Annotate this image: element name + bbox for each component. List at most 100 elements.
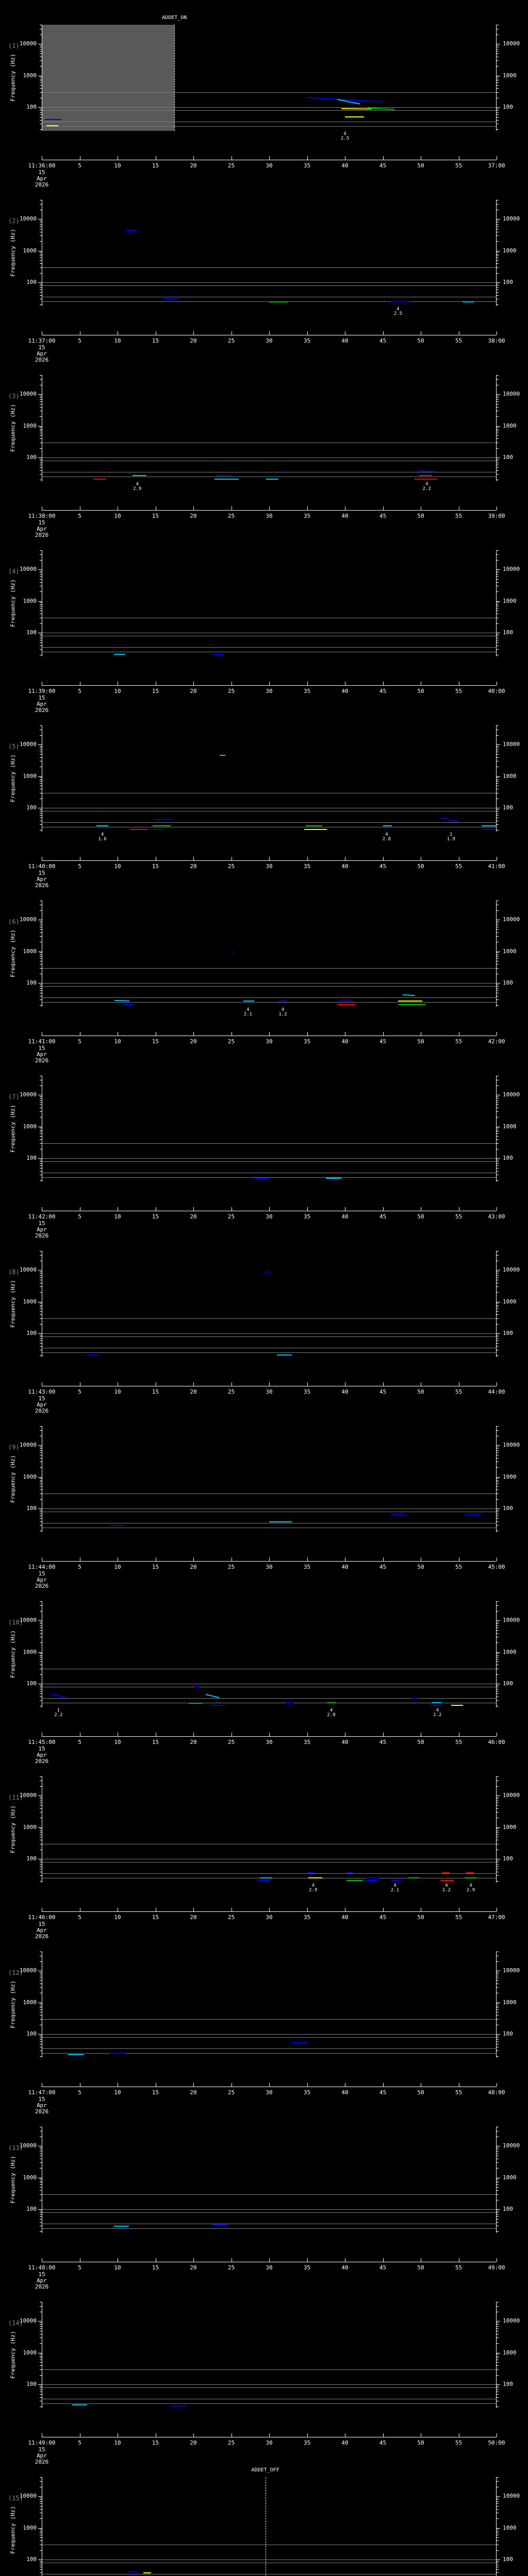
y-tick bbox=[497, 224, 499, 225]
y-tick bbox=[40, 1881, 42, 1882]
detection-trace bbox=[214, 478, 239, 480]
y-tick bbox=[497, 634, 499, 635]
y-tick-label: 100 bbox=[26, 1680, 37, 1687]
detection-trace bbox=[292, 2042, 307, 2044]
x-tick-label: 10 bbox=[114, 2439, 121, 2446]
x-axis bbox=[42, 1911, 497, 1912]
y-tick bbox=[40, 999, 42, 1001]
y-tick bbox=[497, 50, 499, 52]
gridline bbox=[42, 1698, 497, 1699]
y-tick bbox=[40, 1834, 42, 1835]
x-tick-label: 11:39:00 bbox=[28, 688, 56, 694]
y-tick bbox=[40, 2518, 42, 2519]
y-tick bbox=[497, 2561, 499, 2562]
x-tick-label: 5 bbox=[78, 688, 81, 694]
y-tick bbox=[40, 2509, 42, 2510]
y-tick bbox=[40, 1875, 42, 1876]
detection-trace bbox=[189, 1703, 203, 1704]
x-tick-label: 50 bbox=[417, 1914, 424, 1921]
x-axis bbox=[42, 685, 497, 686]
gridline bbox=[42, 968, 497, 969]
y-tick bbox=[40, 2477, 42, 2478]
y-tick bbox=[40, 1452, 42, 1453]
detection-trace bbox=[339, 1001, 353, 1002]
y-tick-label: 1000 bbox=[503, 422, 517, 429]
y-tick-label: 100 bbox=[503, 804, 513, 811]
x-tick-label: 44:00 bbox=[488, 1388, 505, 1395]
y-tick bbox=[40, 2222, 42, 2223]
x-tick-label: 20 bbox=[190, 1213, 197, 1220]
y-tick bbox=[40, 1165, 42, 1166]
x-tick-label: 40 bbox=[341, 162, 349, 169]
y-tick bbox=[40, 1499, 42, 1500]
y-tick bbox=[497, 2355, 499, 2357]
x-tick-major bbox=[307, 857, 308, 860]
gridline bbox=[42, 267, 497, 268]
y-tick bbox=[40, 222, 42, 223]
y-tick bbox=[497, 129, 499, 130]
y-tick bbox=[40, 2369, 42, 2370]
y-tick bbox=[497, 1623, 499, 1624]
x-tick-label: 20 bbox=[190, 513, 197, 519]
plot-area bbox=[42, 200, 497, 306]
y-tick bbox=[497, 285, 499, 286]
plot-box: 100 100 1000 1000 10000 10000 11:48:00 5 10 15 20 2… bbox=[20, 2127, 520, 2290]
y-tick bbox=[40, 1518, 42, 1519]
y-tick bbox=[38, 569, 42, 570]
y-tick-label: 10000 bbox=[19, 1792, 37, 1799]
x-tick-label: 11:44:00 bbox=[28, 1564, 56, 1570]
y-tick bbox=[497, 1827, 500, 1828]
y-tick bbox=[497, 2231, 499, 2232]
detection-trace bbox=[110, 1525, 125, 1527]
y-tick bbox=[497, 1611, 499, 1612]
y-tick bbox=[497, 416, 499, 417]
detection-trace bbox=[366, 1879, 378, 1881]
y-tick bbox=[40, 92, 42, 93]
y-tick bbox=[497, 241, 499, 242]
y-tick bbox=[40, 438, 42, 439]
y-tick bbox=[497, 1499, 499, 1500]
right-y-axis bbox=[496, 25, 497, 131]
y-tick bbox=[497, 1525, 499, 1526]
y-tick bbox=[40, 642, 42, 643]
y-tick bbox=[40, 2182, 42, 2183]
y-tick bbox=[40, 2184, 42, 2185]
y-tick bbox=[497, 2009, 499, 2010]
x-tick-label: 25 bbox=[227, 1914, 235, 1921]
x-tick-label: 55 bbox=[455, 2264, 463, 2271]
y-tick-label: 10000 bbox=[19, 2142, 37, 2149]
y-tick bbox=[497, 88, 499, 89]
y-tick bbox=[40, 2306, 42, 2307]
right-y-axis bbox=[496, 1251, 497, 1357]
x-tick-label: 35 bbox=[303, 162, 311, 169]
y-tick bbox=[40, 986, 42, 987]
x-tick-label: 35 bbox=[303, 1914, 311, 1921]
y-tick-label: 10000 bbox=[19, 916, 37, 923]
panel-number: (6) bbox=[8, 918, 20, 925]
x-tick-label: 50 bbox=[417, 337, 424, 344]
y-tick bbox=[497, 1452, 499, 1453]
x-tick-major bbox=[193, 1908, 194, 1911]
x-tick-label: 30 bbox=[266, 162, 273, 169]
x-tick-label: 20 bbox=[190, 337, 197, 344]
gridline bbox=[42, 997, 497, 998]
detection-trace bbox=[398, 1001, 422, 1002]
y-tick bbox=[497, 107, 500, 108]
date-stack: 15 Apr 2026 bbox=[35, 1395, 49, 1414]
x-tick-label: 5 bbox=[78, 1213, 81, 1220]
y-tick-label: 100 bbox=[26, 279, 37, 286]
y-tick bbox=[497, 112, 499, 113]
y-tick bbox=[40, 1430, 42, 1431]
y-tick-label: 10000 bbox=[19, 2493, 37, 2500]
x-tick-label: 42:00 bbox=[488, 1038, 505, 1045]
y-tick bbox=[497, 2034, 500, 2035]
x-tick-label: 40 bbox=[341, 1038, 349, 1045]
x-tick-label: 35 bbox=[303, 1038, 311, 1045]
detection-annotation: 4 2.8 bbox=[327, 1708, 336, 1718]
y-tick-label: 100 bbox=[503, 2381, 513, 2388]
gridline bbox=[42, 1002, 497, 1003]
x-tick-major bbox=[269, 2433, 270, 2437]
y-tick bbox=[40, 429, 42, 430]
y-tick bbox=[40, 2326, 42, 2327]
